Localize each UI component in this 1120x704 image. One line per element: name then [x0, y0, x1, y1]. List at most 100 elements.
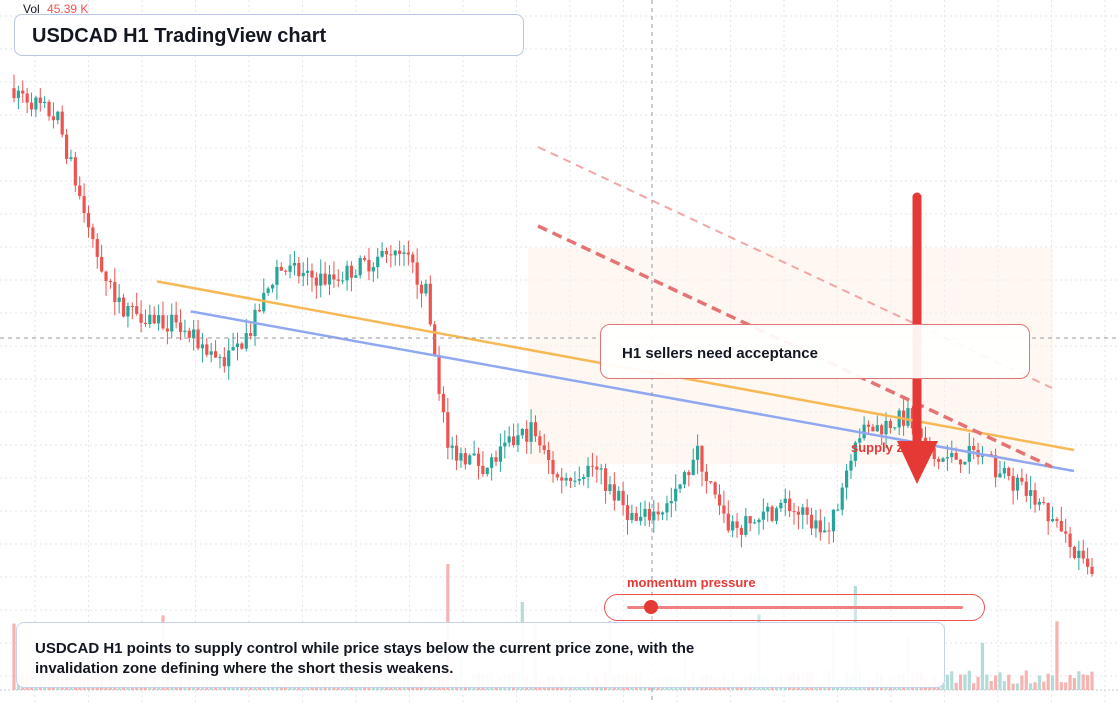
candle-body [1046, 503, 1050, 522]
candle-body [709, 481, 713, 483]
candle-body [963, 461, 967, 465]
candle-body [257, 309, 261, 312]
volume-bar [976, 676, 980, 690]
candle-body [100, 256, 104, 272]
candle-body [788, 498, 792, 512]
channel-lower [537, 224, 1053, 469]
candle-body [608, 484, 612, 492]
candle-body [853, 442, 857, 461]
candle-body [165, 328, 169, 332]
candle-body [827, 530, 831, 532]
candle-body [761, 511, 765, 520]
volume-bar [1081, 674, 1085, 690]
candle-body [560, 477, 564, 481]
candle-body [801, 507, 805, 515]
candle-body [980, 455, 985, 457]
volume-bar [972, 683, 976, 690]
summary-panel: USDCAD H1 points to supply control while… [16, 622, 945, 688]
candle-body [113, 281, 117, 303]
candle-body [213, 351, 218, 358]
momentum-knob[interactable] [643, 600, 658, 614]
candle-body [538, 436, 542, 446]
candle-body [358, 258, 362, 276]
down-arrow [897, 192, 938, 484]
candle-body [362, 258, 367, 260]
candle-body [805, 507, 809, 515]
candle-body [82, 196, 86, 214]
candle-body [323, 273, 327, 285]
candle-body [270, 284, 275, 289]
candle-body [910, 408, 914, 429]
candle-body [121, 297, 126, 317]
candle-body [60, 111, 64, 135]
volume-bar [1068, 674, 1072, 690]
candle-body [1020, 477, 1024, 482]
candle-body [279, 266, 283, 271]
volume-bar [1042, 681, 1046, 690]
candle-body [187, 330, 191, 338]
candle-body [577, 478, 581, 481]
candle-body [831, 509, 836, 532]
volume-bar [1029, 683, 1033, 690]
candle-body [47, 101, 51, 117]
candle-body [498, 446, 503, 462]
candle-body [599, 468, 603, 470]
momentum-slider[interactable] [604, 594, 985, 621]
candle-body [428, 283, 432, 325]
volume-bar [1077, 671, 1081, 690]
candle-body [573, 480, 577, 482]
candle-body [520, 428, 524, 436]
candle-body [568, 477, 573, 481]
candle-body [336, 279, 340, 281]
candle-body [200, 344, 205, 349]
volume-bar [1086, 675, 1090, 690]
candle-body [433, 324, 437, 356]
candle-body [170, 314, 174, 332]
candle-body [652, 511, 656, 521]
candle-body [993, 455, 998, 478]
candle-body [494, 457, 498, 462]
candlesticks [12, 74, 1094, 577]
candle-body [148, 314, 152, 325]
candle-body [634, 513, 638, 521]
candle-body [1024, 481, 1028, 496]
candle-body [384, 250, 389, 255]
candle-body [398, 250, 402, 254]
candle-body [595, 466, 599, 470]
candle-body [862, 424, 866, 439]
candle-body [1042, 501, 1046, 504]
candle-body [284, 270, 288, 272]
volume-bar [989, 680, 993, 690]
candle-body [696, 445, 700, 460]
candle-body [1072, 546, 1077, 558]
candle-body [419, 284, 424, 294]
candle-body [713, 482, 717, 495]
candle-body [174, 314, 178, 323]
candle-body [1081, 550, 1085, 559]
candle-body [906, 408, 910, 426]
candle-body [884, 420, 888, 435]
candle-body [783, 498, 787, 504]
candle-body [38, 97, 42, 104]
candle-body [1007, 467, 1011, 477]
volume-bar [1059, 682, 1063, 690]
candle-body [104, 271, 108, 282]
candle-body [196, 329, 200, 349]
candle-body [989, 454, 993, 456]
candle-body [231, 347, 235, 351]
candle-body [332, 274, 336, 280]
candle-body [937, 459, 941, 462]
candle-body [893, 427, 897, 429]
volume-bar [954, 682, 958, 690]
candle-body [178, 322, 183, 332]
candle-body [735, 521, 739, 528]
candle-body [227, 350, 231, 367]
channel-upper [537, 146, 1053, 389]
candle-body [349, 265, 354, 278]
candle-body [1015, 477, 1020, 491]
candle-body [722, 505, 726, 514]
candle-body [205, 344, 209, 355]
candle-body [476, 453, 481, 466]
candle-body [678, 484, 682, 489]
candle-body [454, 445, 459, 461]
